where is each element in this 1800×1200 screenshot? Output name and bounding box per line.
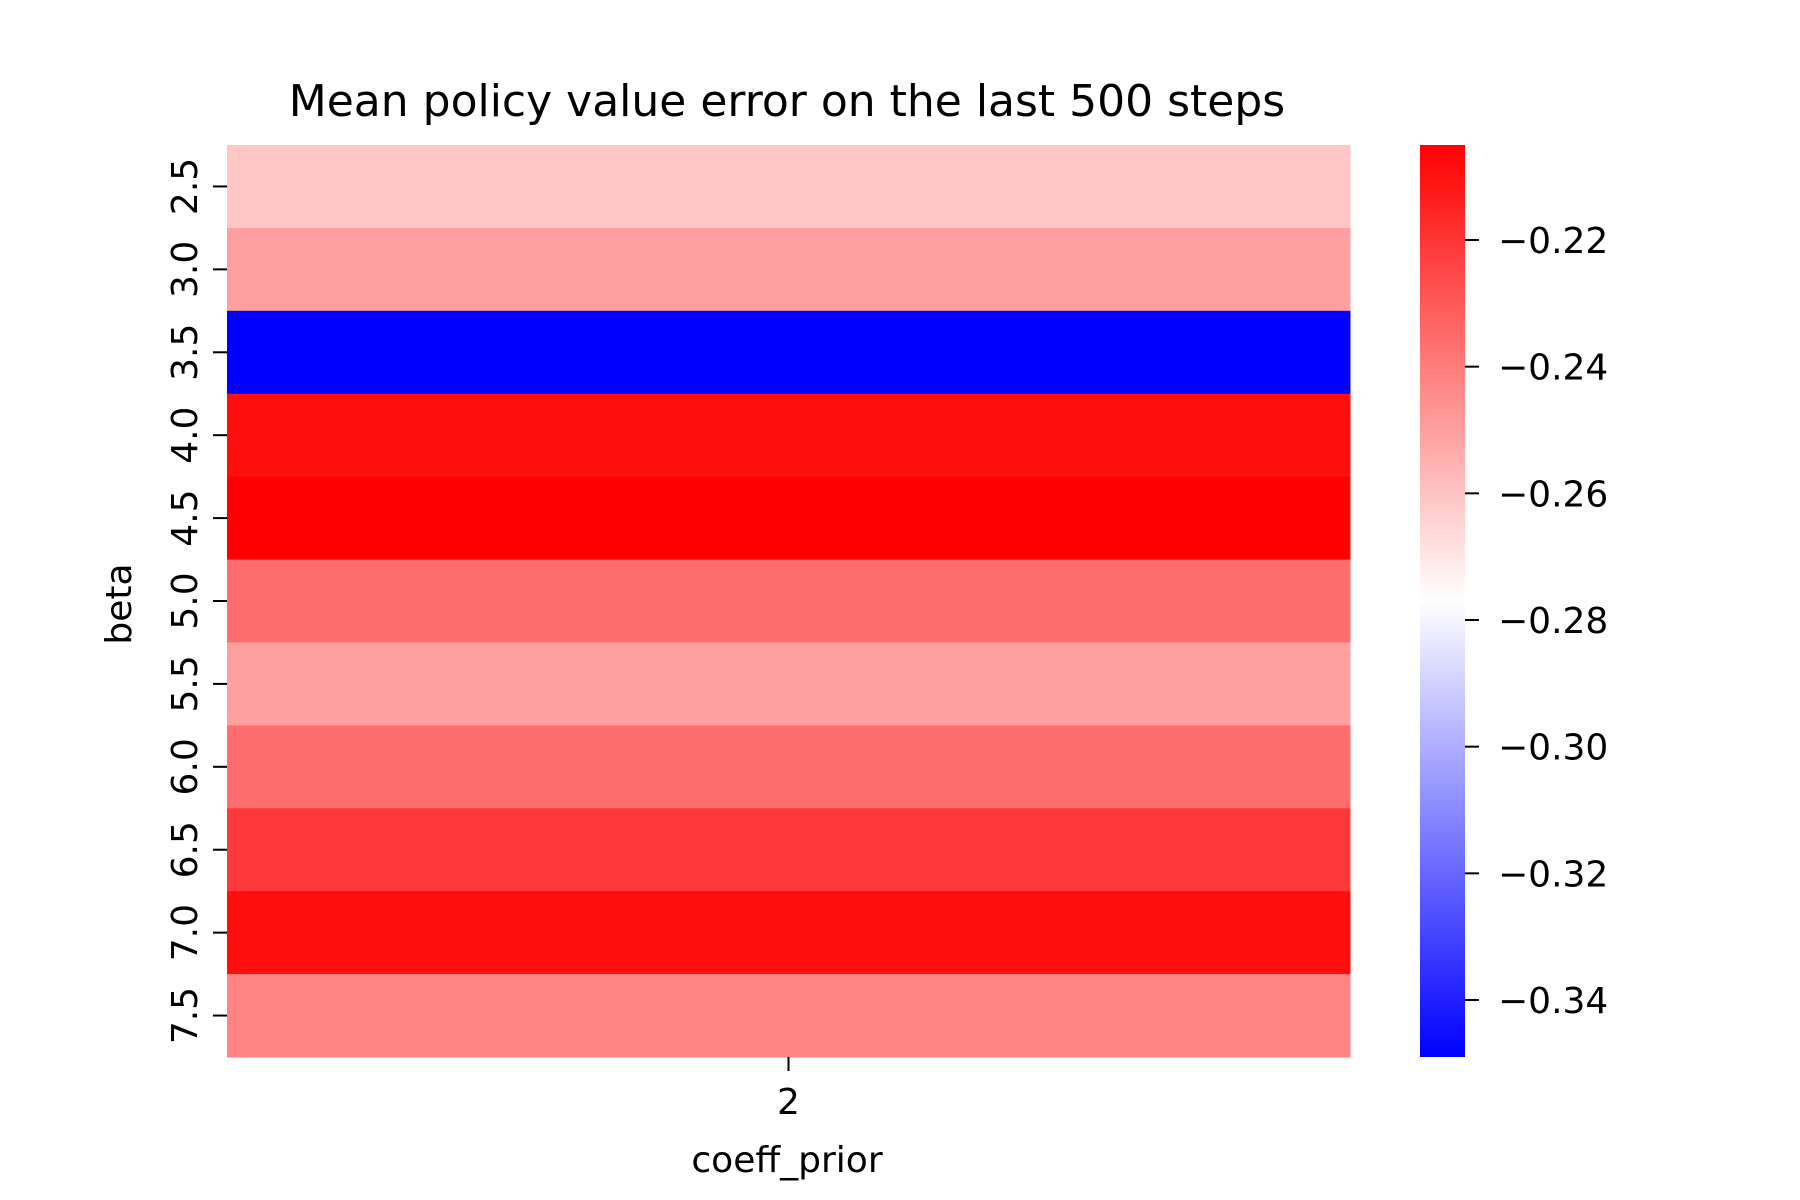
colorbar-tick-label: −0.26 — [1498, 474, 1608, 515]
colorbar-tick-label: −0.24 — [1498, 348, 1608, 389]
heatmap-cells — [227, 145, 1351, 1058]
y-tick-label: 4.5 — [165, 489, 206, 546]
colorbar-ticks: −0.22 −0.24 −0.26 −0.28 −0.30 −0.32 −0.34 — [1465, 221, 1608, 1022]
heatmap-cell — [227, 725, 1351, 809]
x-axis-ticks: 2 — [777, 1057, 800, 1123]
heatmap-cell — [227, 974, 1351, 1058]
heatmap-cell — [227, 145, 1351, 229]
colorbar-tick-label: −0.28 — [1498, 601, 1608, 642]
heatmap-cell — [227, 891, 1351, 975]
y-tick-label: 4.0 — [165, 407, 206, 464]
heatmap-cell — [227, 227, 1351, 312]
y-tick-label: 6.0 — [165, 738, 206, 795]
heatmap-cell — [227, 559, 1351, 643]
colorbar-tick-label: −0.32 — [1498, 854, 1608, 895]
colorbar-tick-label: −0.30 — [1498, 728, 1608, 769]
y-tick-label: 2.5 — [165, 158, 206, 215]
y-tick-label: 7.0 — [165, 904, 206, 961]
x-axis-label: coeff_prior — [691, 1140, 882, 1181]
y-tick-label: 6.5 — [165, 821, 206, 878]
heatmap-cell — [227, 642, 1351, 726]
heatmap-cell — [227, 808, 1351, 892]
y-tick-label: 5.0 — [165, 572, 206, 629]
y-axis-ticks: 2.5 3.0 3.5 4.0 4.5 5.0 5.5 6.0 6.5 7.0 7.5 — [165, 158, 227, 1044]
heatmap-cell — [227, 476, 1351, 561]
chart-title: Mean policy value error on the last 500 … — [289, 76, 1285, 127]
y-tick-label: 7.5 — [165, 987, 206, 1044]
y-tick-label: 5.5 — [165, 655, 206, 712]
colorbar-tick-label: −0.22 — [1498, 221, 1608, 262]
heatmap-cell — [227, 310, 1351, 395]
colorbar-tick-label: −0.34 — [1498, 981, 1608, 1022]
heatmap-cell — [227, 393, 1351, 478]
colorbar — [1420, 145, 1465, 1057]
x-tick-label: 2 — [777, 1082, 800, 1123]
y-tick-label: 3.0 — [165, 241, 206, 298]
y-tick-label: 3.5 — [165, 324, 206, 381]
y-axis-label: beta — [99, 563, 140, 644]
